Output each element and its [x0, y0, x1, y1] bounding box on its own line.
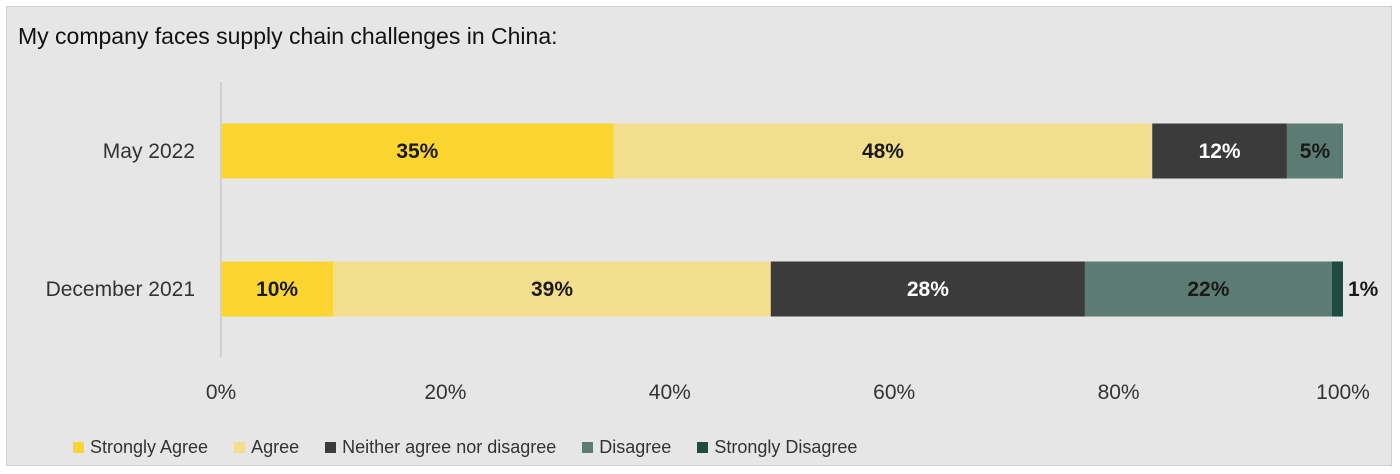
legend-swatch — [73, 441, 84, 453]
data-label: 48% — [862, 140, 904, 163]
legend-label: Agree — [251, 436, 300, 457]
x-tick-label: 20% — [424, 381, 466, 404]
legend-swatch — [697, 441, 709, 453]
legend-item: Neither agree nor disagree — [325, 437, 556, 458]
legend-label: Disagree — [599, 436, 672, 457]
legend-label: Strongly Disagree — [714, 436, 858, 457]
x-tick-label: 60% — [873, 381, 915, 404]
data-label: 28% — [907, 278, 949, 301]
legend-item: Strongly Agree — [73, 437, 208, 458]
category-label: December 2021 — [46, 278, 195, 301]
data-label: 12% — [1199, 140, 1241, 163]
x-tick-label: 80% — [1098, 381, 1140, 404]
data-label: 5% — [1300, 140, 1331, 163]
legend-swatch — [582, 441, 594, 453]
legend-item: Agree — [234, 437, 299, 458]
legend-item: Disagree — [582, 437, 671, 458]
data-label: 35% — [396, 140, 438, 163]
bar-segment — [221, 123, 614, 179]
data-label: 10% — [256, 278, 298, 301]
bar-segment — [221, 261, 334, 317]
data-label: 1% — [1348, 278, 1379, 301]
bar-segment — [1084, 261, 1332, 317]
bar-segment — [1286, 123, 1343, 179]
data-label: 39% — [531, 278, 573, 301]
x-tick-label: 100% — [1316, 381, 1370, 404]
chart-frame: My company faces supply chain challenges… — [6, 6, 1392, 466]
x-tick-label: 0% — [206, 381, 236, 404]
legend-label: Neither agree nor disagree — [342, 436, 557, 457]
x-tick-label: 40% — [649, 381, 691, 404]
stacked-bar-chart: 35% 48% 12% 5% 10% 39% 28% 22% 1% May 2022 Decemb… — [46, 82, 1379, 404]
legend-item: Strongly Disagree — [697, 437, 857, 458]
bar-segment — [1152, 123, 1287, 179]
category-label: May 2022 — [103, 140, 195, 163]
legend-swatch — [325, 441, 337, 453]
bar-segment — [613, 123, 1153, 179]
legend-swatch — [234, 441, 246, 453]
chart-title: My company faces supply chain challenges… — [18, 23, 558, 49]
bar-segment — [770, 261, 1085, 317]
legend-label: Strongly Agree — [90, 436, 209, 457]
chart-legend: Strongly Agree Agree Neither agree nor dis… — [73, 435, 883, 459]
data-label: 22% — [1187, 278, 1229, 301]
bar-segment — [333, 261, 771, 317]
bar-segment — [1331, 261, 1343, 317]
